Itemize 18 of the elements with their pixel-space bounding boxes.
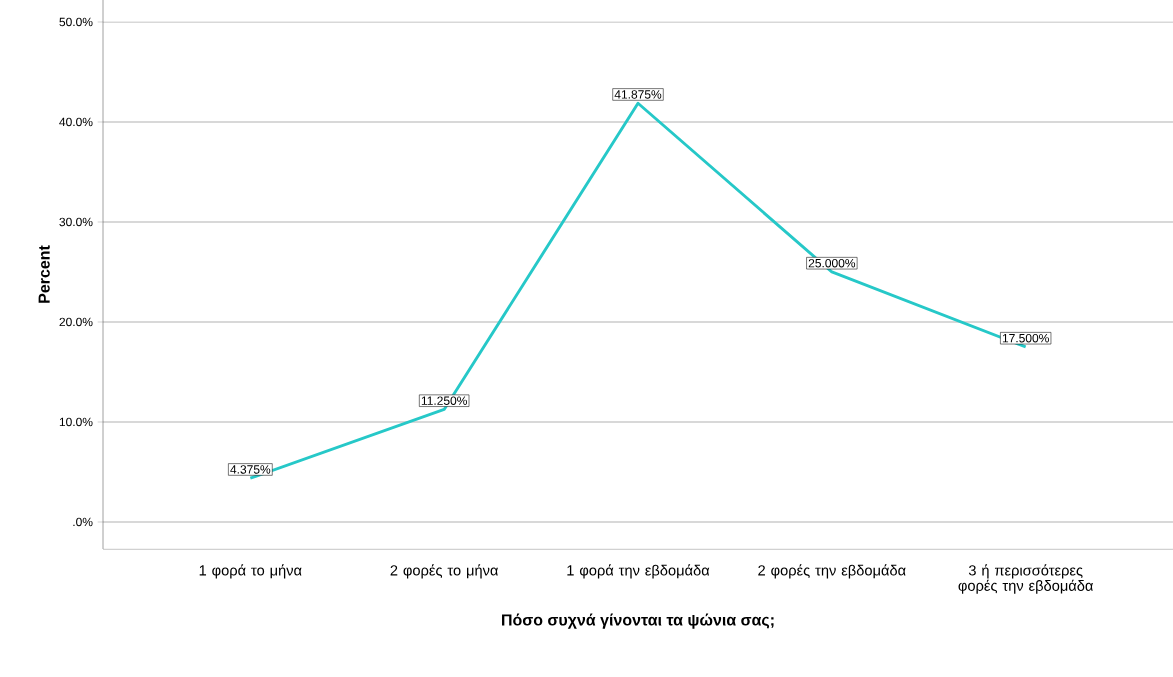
x-axis-title: Πόσο συχνά γίνονται τα ψώνια σας;	[502, 613, 774, 629]
y-tick-label: 30.0%	[59, 217, 93, 227]
y-tick-label: .0%	[73, 517, 93, 527]
data-label: 11.250%	[421, 396, 467, 405]
data-label: 17.500%	[1002, 333, 1049, 343]
y-tick-label: 20.0%	[59, 317, 93, 327]
x-tick-label: 1 φορά το μήνα	[199, 564, 302, 579]
y-tick-label: 40.0%	[59, 117, 93, 127]
y-tick-label: 50.0%	[59, 17, 93, 27]
y-axis-title: Percent	[38, 245, 50, 303]
y-tick-label: 10.0%	[59, 417, 93, 427]
data-label: 25.000%	[808, 258, 856, 268]
x-tick-label: 2 φορές το μήνα	[390, 564, 499, 579]
data-label: 41.875%	[614, 90, 662, 99]
x-tick-label: 3 ή περισσότερες φορές την εβδομάδα	[958, 564, 1094, 594]
x-tick-label: 1 φορά την εβδομάδα	[567, 564, 710, 579]
x-tick-label: 2 φορές την εβδομάδα	[758, 564, 906, 579]
data-label: 4.375%	[230, 465, 271, 474]
